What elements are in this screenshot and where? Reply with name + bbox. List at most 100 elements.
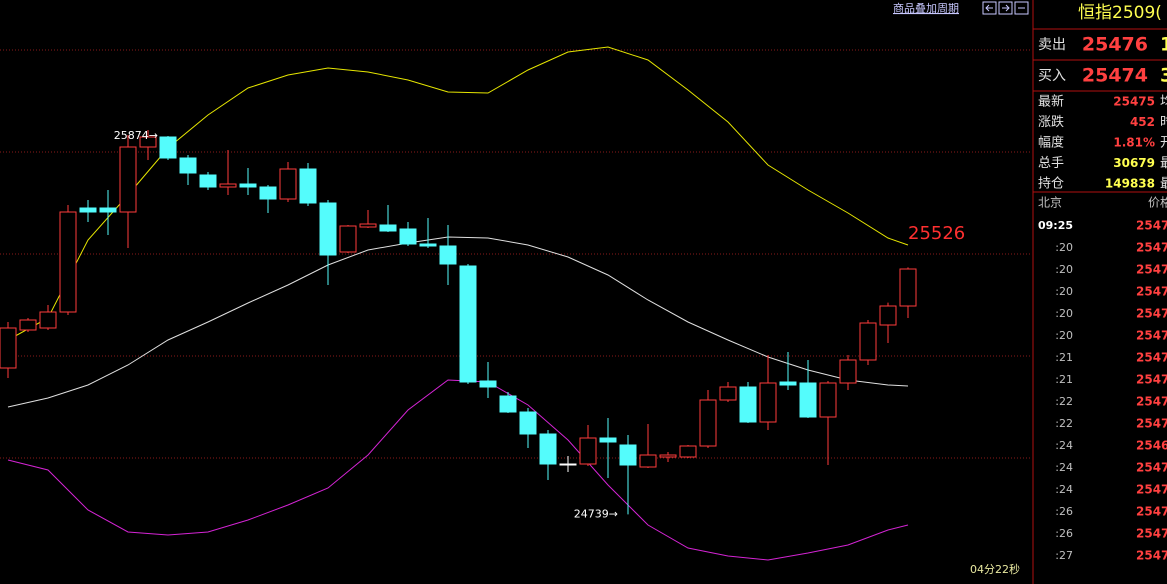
quote-value: 25474 [1082,65,1148,87]
candle-body [699,399,717,447]
period-button[interactable]: 周期 [937,2,959,15]
tick-time: :21 [1055,351,1073,364]
candle-body [519,411,537,435]
tick-time: :20 [1055,241,1073,254]
icon-arrows [985,4,1025,12]
quote-label: 持仓 [1038,177,1064,192]
candle-body [779,381,797,386]
nav-icons [982,1,1029,15]
tick-price: 2547 [1136,505,1167,519]
candle-body [539,433,557,465]
candle-body [319,202,337,256]
quote-value: 25475 [1113,95,1155,109]
tick-time: :26 [1055,527,1073,540]
tick-time: :24 [1055,439,1073,452]
candle-body [379,224,397,232]
candle-body [19,319,37,331]
tick-price: 2547 [1136,417,1167,431]
candle-body [139,136,157,148]
tick-price: 2547 [1136,351,1167,365]
quote-title: 恒指2509( [1078,3,1162,23]
zoom-icon[interactable] [1014,1,1029,15]
tick-price: 2547 [1136,219,1167,233]
candle-body [159,136,177,159]
quote-label: 买入 [1038,68,1066,84]
tick-time: :27 [1055,549,1073,562]
candle-body [279,168,297,200]
quote-label: 幅度 [1038,135,1064,151]
candle-body [99,207,117,213]
candle-body [719,386,737,401]
tick-time: :20 [1055,285,1073,298]
tick-price: 2547 [1136,263,1167,277]
candle-body [199,174,217,188]
candle-body [219,183,237,188]
tick-time: 09:25 [1038,219,1073,232]
candle-body [679,445,697,458]
quote-extra: 均 [1160,95,1167,110]
candle-body [299,168,317,204]
candle-body [759,382,777,423]
price-annotation: 24739→ [574,507,618,520]
tick-time: :20 [1055,263,1073,276]
prev-icon[interactable] [982,1,997,15]
quote-label: 卖出 [1038,37,1066,53]
candle-body [39,311,57,329]
candle-body [879,305,897,326]
tick-time: :24 [1055,461,1073,474]
tick-price: 2547 [1136,373,1167,387]
quote-value: 1.81% [1113,136,1155,150]
candle-body [799,382,817,418]
candle-body [339,225,357,253]
tick-time: :22 [1055,395,1073,408]
quote-value: 452 [1130,115,1155,129]
candle-body [239,183,257,188]
tick-price: 2547 [1136,307,1167,321]
quote-value: 149838 [1105,177,1155,191]
candle-body [659,454,677,458]
panel-frame [1032,0,1167,584]
tick-price: 2547 [1136,549,1167,563]
quote-extra: 1 [1160,34,1167,56]
candle-body [599,437,617,443]
candle-body [839,359,857,384]
tick-price: 2547 [1136,461,1167,475]
candle-body [899,268,917,307]
band-line [7,236,909,408]
candle-body [359,223,377,228]
candle-body [459,265,477,383]
tick-price: 2547 [1136,241,1167,255]
price-annotation: 25874→ [114,129,158,142]
tick-time: :22 [1055,417,1073,430]
quote-value: 25476 [1082,34,1148,56]
candle-body [499,395,517,413]
tick-time: :21 [1055,373,1073,386]
ticks-header: 价格 [1148,195,1167,210]
candle-body [59,211,77,313]
candle-body [619,444,637,466]
candle-body [479,380,497,388]
quote-label: 涨跌 [1038,114,1064,130]
candle-body [179,157,197,174]
quote-extra: 最 [1160,156,1167,171]
candle-body [439,245,457,265]
tick-time: :26 [1055,505,1073,518]
tick-time: :20 [1055,307,1073,320]
tick-price: 2547 [1136,483,1167,497]
candle-body [0,327,17,369]
overlay-button[interactable]: 商品叠加 [893,1,937,15]
tick-time: :20 [1055,329,1073,342]
candle-body [819,382,837,418]
quote-extra: 开 [1160,136,1167,151]
quote-value: 30679 [1113,156,1155,170]
candle-body [399,228,417,245]
candle-body [739,386,757,423]
candle-body [639,454,657,468]
candle-body [419,243,437,247]
ticks-header: 北京 [1038,196,1062,210]
status-timer: 04分22秒 [970,562,1020,576]
quote-label: 最新 [1038,94,1064,110]
next-icon[interactable] [998,1,1013,15]
